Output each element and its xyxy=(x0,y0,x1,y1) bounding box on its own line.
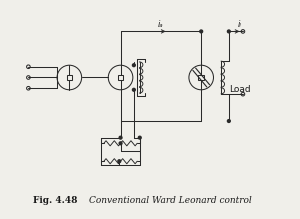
Circle shape xyxy=(138,136,141,139)
Bar xyxy=(198,75,204,80)
Circle shape xyxy=(133,88,135,91)
Circle shape xyxy=(200,30,202,33)
Text: Load: Load xyxy=(230,85,251,94)
Bar xyxy=(67,75,72,80)
Text: Fig. 4.48: Fig. 4.48 xyxy=(33,196,77,205)
Circle shape xyxy=(118,160,121,163)
Text: Conventional Ward Leonard control: Conventional Ward Leonard control xyxy=(89,196,252,205)
Circle shape xyxy=(227,30,230,33)
Bar xyxy=(118,75,123,80)
Text: iₐ: iₐ xyxy=(158,20,164,29)
Circle shape xyxy=(133,64,135,67)
Circle shape xyxy=(119,136,122,139)
Text: iₗ: iₗ xyxy=(237,20,241,29)
Circle shape xyxy=(227,120,230,122)
Circle shape xyxy=(119,142,122,145)
